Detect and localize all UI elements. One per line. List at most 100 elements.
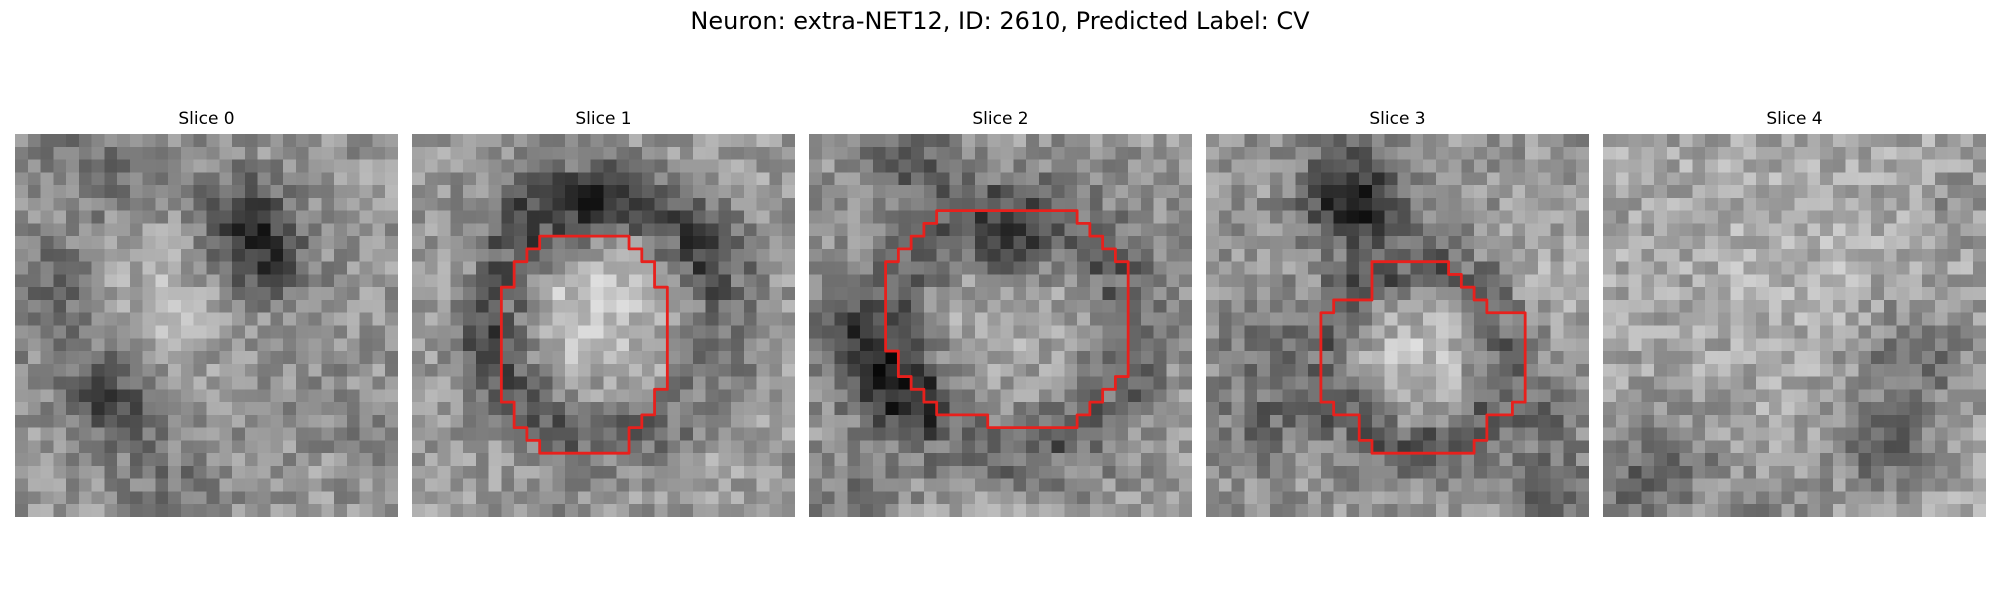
image-pixel bbox=[1179, 159, 1192, 173]
image-pixel bbox=[834, 261, 848, 275]
image-pixel bbox=[603, 504, 617, 517]
image-pixel bbox=[1858, 159, 1872, 173]
image-pixel bbox=[629, 146, 643, 160]
image-pixel bbox=[756, 312, 770, 326]
image-pixel bbox=[1346, 478, 1360, 492]
image-pixel bbox=[809, 376, 823, 390]
image-pixel bbox=[1512, 312, 1526, 326]
image-pixel bbox=[539, 351, 553, 365]
image-pixel bbox=[936, 223, 950, 237]
image-pixel bbox=[129, 134, 143, 148]
image-pixel bbox=[1231, 338, 1245, 352]
image-pixel bbox=[155, 453, 169, 467]
image-pixel bbox=[1922, 210, 1936, 224]
image-pixel bbox=[1576, 236, 1589, 250]
image-pixel bbox=[809, 261, 823, 275]
image-pixel bbox=[769, 363, 783, 377]
image-pixel bbox=[1603, 287, 1617, 301]
image-pixel bbox=[769, 478, 783, 492]
image-pixel bbox=[104, 172, 118, 186]
image-pixel bbox=[1537, 299, 1551, 313]
image-pixel bbox=[680, 146, 694, 160]
image-pixel bbox=[1628, 274, 1642, 288]
image-pixel bbox=[1359, 414, 1373, 428]
image-pixel bbox=[1756, 210, 1770, 224]
image-pixel bbox=[1692, 363, 1706, 377]
image-pixel bbox=[283, 261, 297, 275]
image-pixel bbox=[424, 453, 438, 467]
image-pixel bbox=[1641, 274, 1655, 288]
image-pixel bbox=[1486, 478, 1500, 492]
image-pixel bbox=[1960, 299, 1974, 313]
image-pixel bbox=[78, 210, 92, 224]
image-pixel bbox=[270, 261, 284, 275]
image-pixel bbox=[450, 287, 464, 301]
image-pixel bbox=[809, 236, 823, 250]
image-pixel bbox=[1102, 299, 1116, 313]
image-pixel bbox=[1269, 491, 1283, 505]
slice-title: Slice 1 bbox=[575, 109, 632, 129]
image-pixel bbox=[1013, 402, 1027, 416]
image-pixel bbox=[1320, 504, 1334, 517]
image-pixel bbox=[1794, 312, 1808, 326]
image-pixel bbox=[463, 197, 477, 211]
image-pixel bbox=[385, 236, 398, 250]
image-pixel bbox=[1486, 261, 1500, 275]
image-pixel bbox=[731, 465, 745, 479]
image-pixel bbox=[1115, 325, 1129, 339]
image-pixel bbox=[346, 338, 360, 352]
image-pixel bbox=[1794, 210, 1808, 224]
image-pixel bbox=[1896, 427, 1910, 441]
image-pixel bbox=[1794, 363, 1808, 377]
image-pixel bbox=[91, 223, 105, 237]
image-pixel bbox=[1666, 185, 1680, 199]
image-pixel bbox=[1922, 248, 1936, 262]
image-pixel bbox=[1550, 338, 1564, 352]
image-pixel bbox=[756, 440, 770, 454]
image-pixel bbox=[321, 185, 335, 199]
image-pixel bbox=[1705, 414, 1719, 428]
image-pixel bbox=[1641, 287, 1655, 301]
image-pixel bbox=[641, 236, 655, 250]
image-pixel bbox=[1794, 197, 1808, 211]
image-pixel bbox=[1115, 159, 1129, 173]
image-pixel bbox=[590, 299, 604, 313]
image-pixel bbox=[193, 363, 207, 377]
image-pixel bbox=[692, 261, 706, 275]
image-pixel bbox=[603, 414, 617, 428]
image-pixel bbox=[53, 465, 67, 479]
image-pixel bbox=[1448, 402, 1462, 416]
image-pixel bbox=[1231, 299, 1245, 313]
image-pixel bbox=[1013, 236, 1027, 250]
image-pixel bbox=[1346, 146, 1360, 160]
image-pixel bbox=[1883, 402, 1897, 416]
image-pixel bbox=[372, 274, 386, 288]
image-pixel bbox=[1474, 402, 1488, 416]
image-pixel bbox=[1781, 363, 1795, 377]
image-pixel bbox=[1089, 491, 1103, 505]
image-pixel bbox=[743, 338, 757, 352]
image-pixel bbox=[129, 363, 143, 377]
image-pixel bbox=[1654, 402, 1668, 416]
image-pixel bbox=[488, 478, 502, 492]
image-pixel bbox=[1525, 287, 1539, 301]
image-pixel bbox=[1000, 287, 1014, 301]
image-pixel bbox=[1333, 299, 1347, 313]
image-pixel bbox=[641, 210, 655, 224]
image-pixel bbox=[1140, 223, 1154, 237]
image-pixel bbox=[1397, 338, 1411, 352]
image-pixel bbox=[1308, 402, 1322, 416]
image-pixel bbox=[718, 465, 732, 479]
image-pixel bbox=[193, 453, 207, 467]
image-pixel bbox=[1909, 402, 1923, 416]
image-pixel bbox=[15, 325, 29, 339]
image-pixel bbox=[1654, 312, 1668, 326]
image-pixel bbox=[1282, 491, 1296, 505]
image-pixel bbox=[1013, 465, 1027, 479]
image-pixel bbox=[1883, 504, 1897, 517]
image-pixel bbox=[974, 134, 988, 148]
image-pixel bbox=[1692, 287, 1706, 301]
image-pixel bbox=[1051, 312, 1065, 326]
image-pixel bbox=[1679, 146, 1693, 160]
image-pixel bbox=[1308, 210, 1322, 224]
